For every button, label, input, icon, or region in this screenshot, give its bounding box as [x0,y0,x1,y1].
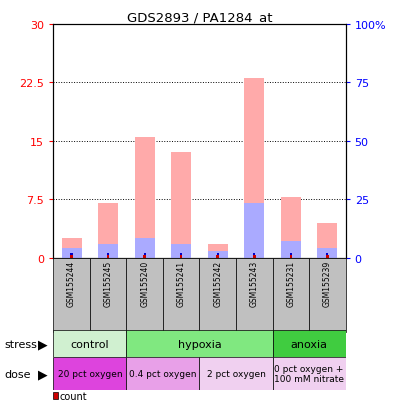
Bar [199,357,273,390]
Bar [309,258,346,332]
Bar [98,244,118,258]
Text: GSM155241: GSM155241 [177,260,186,306]
Text: GSM155244: GSM155244 [67,260,76,306]
Bar [317,249,337,258]
Bar [171,244,191,258]
Bar [273,357,346,390]
Bar [70,255,73,258]
Text: stress: stress [4,339,37,349]
Bar [317,223,337,258]
Bar [126,330,273,357]
Text: 20 pct oxygen: 20 pct oxygen [58,369,122,378]
Bar [208,251,228,258]
Bar [281,197,301,258]
Bar [199,258,236,332]
Text: control: control [71,339,109,349]
Bar [62,239,82,258]
Bar [53,357,126,390]
Text: anoxia: anoxia [291,339,327,349]
Text: count: count [60,391,87,401]
Bar [70,254,73,255]
Bar [143,255,146,258]
Bar [180,254,182,255]
Text: GSM155243: GSM155243 [250,260,259,306]
Text: ▶: ▶ [38,337,47,350]
Bar [244,204,264,258]
Text: 0.4 pct oxygen: 0.4 pct oxygen [129,369,197,378]
Bar [135,239,155,258]
Bar [236,258,273,332]
Bar [171,153,191,258]
Bar [107,254,109,255]
Bar [98,204,118,258]
Text: GSM155240: GSM155240 [140,260,149,306]
Bar [273,258,309,332]
Text: percentile rank within the sample: percentile rank within the sample [60,412,225,413]
Bar [135,138,155,258]
Text: dose: dose [4,369,30,379]
Text: GSM155239: GSM155239 [323,260,332,306]
Bar [273,330,346,357]
Bar [216,254,219,255]
Text: 0 pct oxygen +
100 mM nitrate: 0 pct oxygen + 100 mM nitrate [274,364,344,383]
Bar [126,258,163,332]
Bar [107,255,109,258]
Bar [53,330,126,357]
Text: GSM155245: GSM155245 [103,260,113,306]
Bar [253,255,256,258]
Bar [290,254,292,255]
Bar [208,244,228,258]
Bar [253,254,256,255]
Bar [216,255,219,258]
Bar [281,241,301,258]
Bar [62,249,82,258]
Bar [90,258,126,332]
Text: GSM155242: GSM155242 [213,260,222,306]
Bar [53,258,90,332]
Bar [244,79,264,258]
Text: 2 pct oxygen: 2 pct oxygen [207,369,265,378]
Bar [326,254,329,255]
Text: ▶: ▶ [38,367,47,380]
Text: GSM155231: GSM155231 [286,260,295,306]
Bar [163,258,199,332]
Bar [126,357,199,390]
Text: hypoxia: hypoxia [178,339,221,349]
Bar [180,255,182,258]
Bar [290,255,292,258]
Bar [143,254,146,255]
Title: GDS2893 / PA1284_at: GDS2893 / PA1284_at [127,11,272,24]
Bar [326,255,329,258]
